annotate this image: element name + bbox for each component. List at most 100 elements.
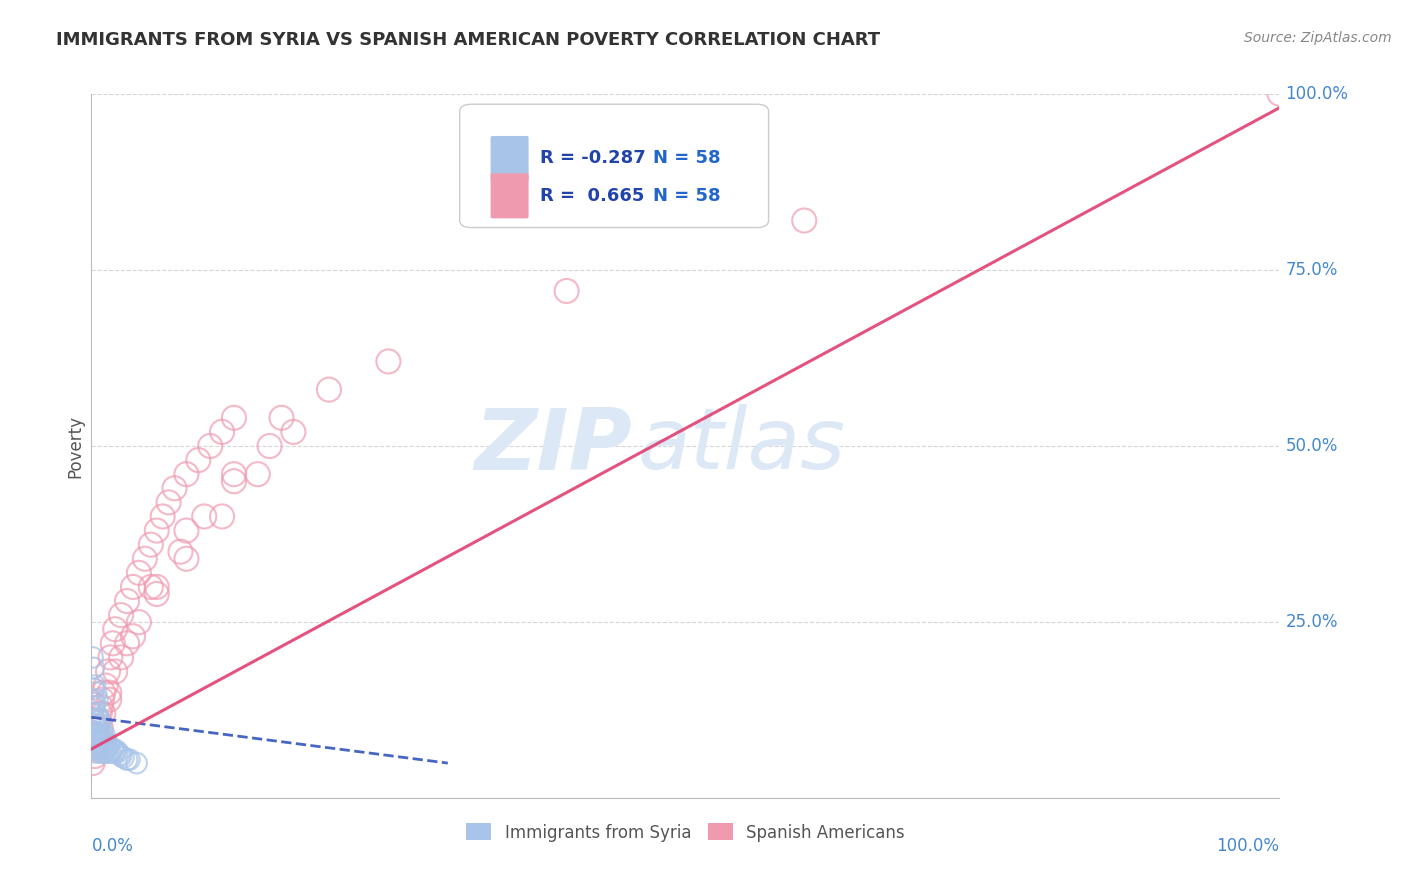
Point — [93, 728, 115, 742]
Point — [91, 746, 114, 760]
Text: 0.0%: 0.0% — [91, 837, 134, 855]
Point — [100, 650, 122, 665]
Point — [555, 284, 578, 298]
Point — [91, 706, 114, 721]
Point — [83, 742, 105, 756]
Point — [176, 524, 198, 538]
Point — [84, 742, 107, 756]
Point — [222, 475, 245, 489]
Text: R = -0.287: R = -0.287 — [540, 150, 647, 168]
Point — [108, 747, 131, 762]
Point — [145, 587, 167, 601]
Point — [283, 425, 305, 439]
Point — [115, 753, 138, 767]
Point — [84, 735, 107, 749]
Point — [91, 728, 114, 742]
Point — [100, 746, 122, 760]
Point — [84, 746, 107, 760]
Point — [89, 706, 111, 721]
Text: N = 58: N = 58 — [654, 150, 721, 168]
Text: atlas: atlas — [638, 404, 846, 488]
Text: N = 58: N = 58 — [654, 186, 721, 205]
Point — [83, 699, 105, 714]
Point — [91, 692, 114, 706]
Point — [176, 551, 198, 566]
Point — [107, 746, 129, 760]
Point — [193, 509, 215, 524]
Point — [94, 746, 117, 760]
Text: 25.0%: 25.0% — [1285, 613, 1339, 632]
Point — [104, 746, 127, 760]
Point — [86, 731, 108, 746]
Point — [118, 753, 141, 767]
Point — [211, 509, 233, 524]
Point — [83, 717, 105, 731]
Point — [84, 706, 107, 721]
Point — [176, 467, 198, 482]
Text: 75.0%: 75.0% — [1285, 260, 1337, 279]
Point — [84, 714, 107, 728]
Point — [83, 682, 105, 697]
Point — [84, 679, 107, 693]
Point — [91, 742, 114, 756]
FancyBboxPatch shape — [460, 104, 769, 227]
Point — [91, 731, 114, 746]
Text: IMMIGRANTS FROM SYRIA VS SPANISH AMERICAN POVERTY CORRELATION CHART: IMMIGRANTS FROM SYRIA VS SPANISH AMERICA… — [56, 31, 880, 49]
Point — [91, 685, 114, 699]
Point — [110, 608, 132, 623]
Point — [246, 467, 269, 482]
Point — [82, 724, 104, 739]
Point — [90, 746, 112, 760]
Point — [139, 580, 162, 594]
Point — [157, 495, 180, 509]
Point — [87, 728, 110, 742]
Point — [377, 354, 399, 368]
Point — [128, 615, 150, 630]
Point — [89, 731, 111, 746]
Point — [89, 714, 111, 728]
Point — [86, 692, 108, 706]
Text: 100.0%: 100.0% — [1285, 85, 1348, 103]
FancyBboxPatch shape — [491, 173, 529, 219]
Text: Source: ZipAtlas.com: Source: ZipAtlas.com — [1244, 31, 1392, 45]
Point — [1268, 87, 1291, 101]
Point — [163, 481, 186, 495]
Point — [82, 692, 104, 706]
Point — [87, 710, 110, 724]
Point — [97, 665, 120, 679]
Text: ZIP: ZIP — [474, 404, 631, 488]
Point — [84, 724, 107, 739]
Point — [98, 739, 121, 753]
FancyBboxPatch shape — [491, 136, 529, 181]
Point — [84, 735, 107, 749]
Point — [87, 739, 110, 753]
Point — [259, 439, 281, 453]
Point — [94, 735, 117, 749]
Point — [211, 425, 233, 439]
Point — [82, 706, 104, 721]
Point — [97, 746, 120, 760]
Point — [115, 636, 138, 650]
Point — [200, 439, 222, 453]
Point — [122, 629, 145, 643]
Point — [128, 566, 150, 580]
Point — [318, 383, 340, 397]
Text: 100.0%: 100.0% — [1216, 837, 1279, 855]
Point — [270, 410, 292, 425]
Point — [169, 544, 191, 558]
Point — [98, 685, 121, 699]
Point — [84, 749, 107, 764]
Point — [110, 749, 132, 764]
Point — [187, 453, 209, 467]
Point — [101, 636, 124, 650]
Point — [83, 728, 105, 742]
Point — [793, 213, 815, 227]
Point — [103, 743, 125, 757]
Point — [82, 756, 104, 771]
Point — [152, 509, 174, 524]
Point — [98, 692, 121, 706]
Point — [84, 685, 107, 699]
Point — [90, 721, 112, 735]
Point — [112, 750, 135, 764]
Point — [84, 721, 107, 735]
